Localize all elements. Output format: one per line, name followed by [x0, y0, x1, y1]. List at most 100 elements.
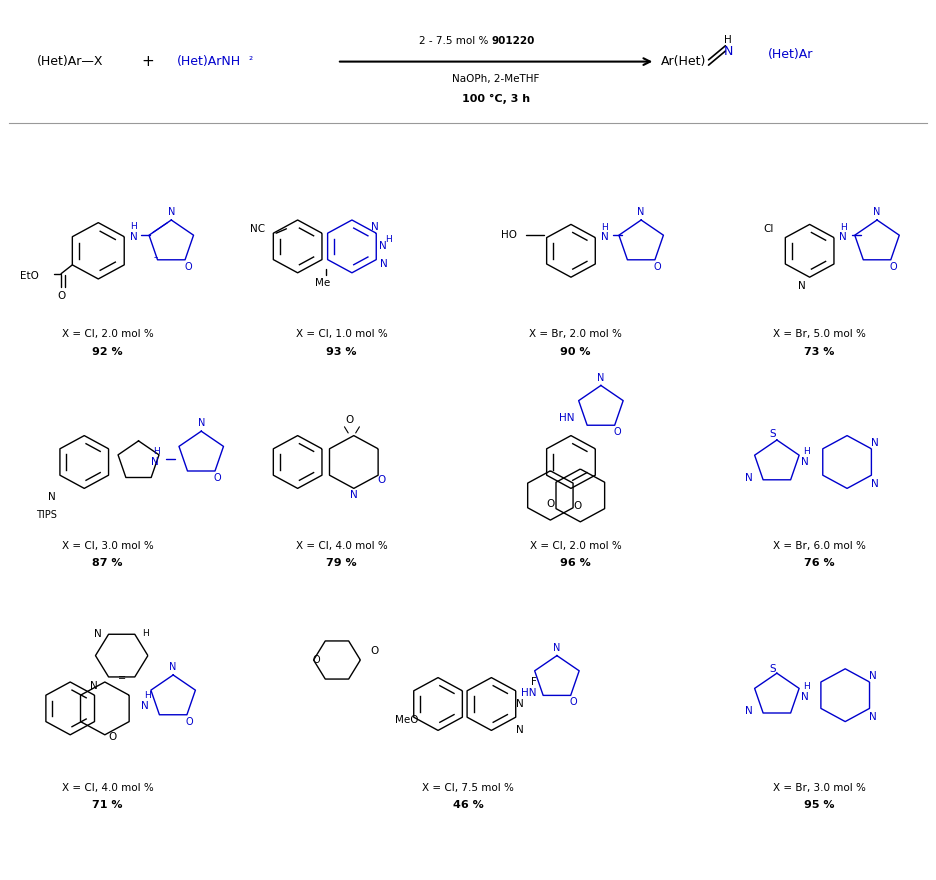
Text: 90 %: 90 % [561, 347, 591, 357]
Text: H: H [803, 682, 811, 691]
Text: 76 %: 76 % [804, 558, 834, 568]
Text: O: O [345, 414, 353, 425]
Text: 92 %: 92 % [93, 347, 123, 357]
Text: N: N [745, 473, 753, 483]
Text: N: N [553, 642, 561, 653]
Text: X = Cl, 1.0 mol %: X = Cl, 1.0 mol % [296, 329, 388, 340]
Text: N: N [871, 437, 879, 448]
Text: N: N [168, 207, 175, 217]
Text: O: O [654, 262, 662, 272]
Text: MeO: MeO [395, 715, 419, 725]
Text: ₂: ₂ [249, 52, 253, 62]
Text: +: + [141, 54, 154, 70]
Text: H: H [601, 223, 608, 231]
Text: N: N [801, 457, 809, 467]
Text: S: S [768, 429, 776, 439]
Text: N: N [90, 681, 97, 692]
Text: X = Cl, 4.0 mol %: X = Cl, 4.0 mol % [296, 540, 388, 551]
Text: O: O [547, 499, 554, 510]
Text: 96 %: 96 % [561, 558, 591, 568]
Text: N: N [48, 492, 55, 502]
Text: N: N [95, 628, 102, 639]
Text: N: N [798, 281, 806, 291]
Text: (Het)Ar: (Het)Ar [768, 48, 812, 61]
Text: NaOPh, 2-MeTHF: NaOPh, 2-MeTHF [452, 74, 540, 84]
Text: H: H [385, 235, 392, 244]
Text: O: O [371, 646, 378, 656]
Text: N: N [870, 671, 877, 681]
Text: N: N [724, 45, 733, 57]
Text: HO: HO [501, 230, 518, 240]
Text: N: N [169, 662, 177, 672]
Text: X = Br, 3.0 mol %: X = Br, 3.0 mol % [772, 782, 866, 793]
Text: N: N [130, 231, 138, 242]
Text: 73 %: 73 % [804, 347, 834, 357]
Text: 901220: 901220 [491, 36, 534, 47]
Text: Cl: Cl [763, 224, 774, 234]
Text: N: N [141, 700, 149, 711]
Text: H: H [130, 222, 137, 231]
Text: TIPS: TIPS [37, 510, 57, 520]
Text: H: H [840, 223, 847, 231]
Text: O: O [890, 262, 898, 272]
Text: X = Cl, 2.0 mol %: X = Cl, 2.0 mol % [530, 540, 622, 551]
Text: N: N [870, 712, 877, 722]
Text: O: O [186, 717, 194, 727]
Text: EtO: EtO [20, 271, 38, 282]
Text: HN: HN [559, 413, 574, 423]
Text: N: N [637, 207, 645, 217]
Text: X = Cl, 3.0 mol %: X = Cl, 3.0 mol % [62, 540, 154, 551]
Text: N: N [197, 418, 205, 429]
Text: H: H [724, 34, 732, 45]
Text: –: – [154, 253, 158, 262]
Text: 46 %: 46 % [453, 800, 483, 810]
Text: =: = [118, 672, 125, 683]
Text: 2 - 7.5 mol %: 2 - 7.5 mol % [418, 36, 491, 47]
Text: O: O [614, 428, 622, 437]
Text: F: F [531, 677, 536, 687]
Text: O: O [109, 732, 116, 743]
Text: NC: NC [250, 224, 265, 234]
Text: X = Cl, 2.0 mol %: X = Cl, 2.0 mol % [62, 329, 154, 340]
Text: N: N [380, 259, 388, 269]
Text: N: N [801, 692, 809, 702]
Text: 95 %: 95 % [804, 800, 834, 810]
Text: H: H [153, 447, 160, 456]
Text: 79 %: 79 % [327, 558, 357, 568]
Text: N: N [871, 479, 879, 489]
Text: N: N [597, 372, 605, 383]
Text: O: O [313, 655, 320, 665]
Text: N: N [350, 490, 358, 501]
Text: N: N [151, 457, 158, 467]
Text: O: O [378, 474, 386, 485]
Text: N: N [873, 207, 881, 217]
Text: N: N [516, 725, 523, 736]
Text: 93 %: 93 % [327, 347, 357, 357]
Text: O: O [214, 473, 222, 483]
Text: 87 %: 87 % [93, 558, 123, 568]
Text: X = Br, 5.0 mol %: X = Br, 5.0 mol % [772, 329, 866, 340]
Text: Me: Me [315, 278, 330, 289]
Text: N: N [745, 706, 753, 716]
Text: N: N [601, 231, 608, 242]
Text: X = Br, 6.0 mol %: X = Br, 6.0 mol % [772, 540, 866, 551]
Text: X = Cl, 7.5 mol %: X = Cl, 7.5 mol % [422, 782, 514, 793]
Text: Ar(Het): Ar(Het) [662, 55, 707, 68]
Text: H: H [144, 691, 152, 700]
Text: O: O [574, 501, 581, 511]
Text: O: O [184, 262, 192, 272]
Text: X = Br, 2.0 mol %: X = Br, 2.0 mol % [529, 329, 622, 340]
Text: (Het)Ar—X: (Het)Ar—X [37, 55, 104, 68]
Text: 71 %: 71 % [93, 800, 123, 810]
Text: N: N [840, 231, 847, 242]
Text: O: O [57, 290, 66, 301]
Text: H: H [803, 447, 811, 456]
Text: N: N [379, 241, 387, 252]
Text: S: S [768, 664, 776, 674]
Text: HN: HN [521, 688, 536, 699]
Text: N: N [371, 222, 378, 232]
Text: O: O [570, 698, 578, 708]
Text: H: H [141, 629, 149, 638]
Text: (Het)ArNH: (Het)ArNH [177, 55, 241, 68]
Text: N: N [516, 699, 523, 709]
